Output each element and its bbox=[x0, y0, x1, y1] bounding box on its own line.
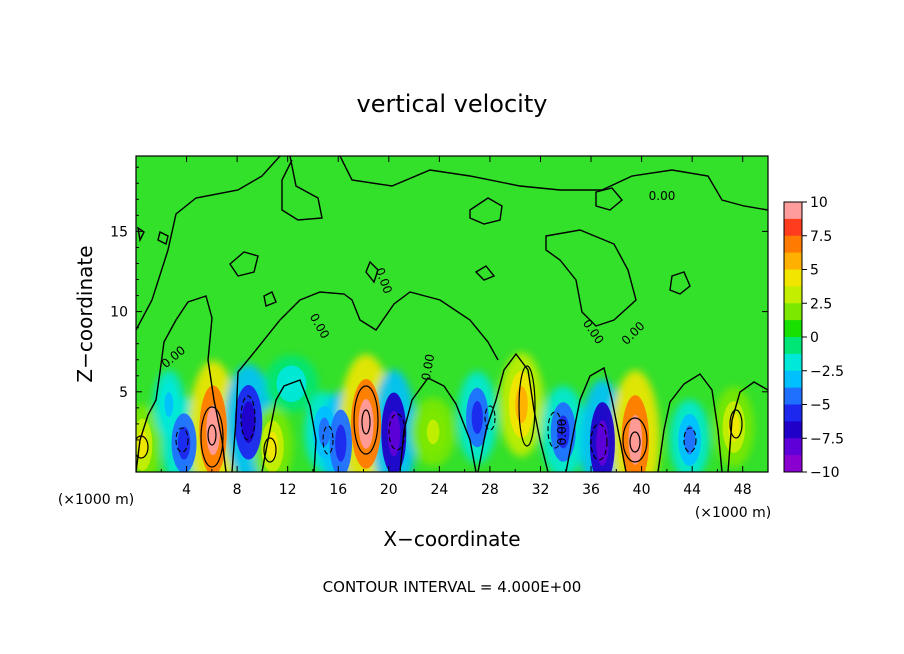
colorbar-swatch bbox=[784, 235, 802, 254]
x-tick-label: 40 bbox=[633, 482, 651, 498]
colorbar-swatch bbox=[784, 438, 802, 456]
y-axis: 5 10 15 bbox=[110, 166, 768, 457]
downdraft-peak bbox=[684, 425, 696, 455]
x-tick-label: 12 bbox=[279, 482, 297, 498]
colorbar-tick-label: 10 bbox=[810, 195, 828, 211]
contour-label: 0.00 bbox=[649, 189, 676, 203]
x-tick-label: 44 bbox=[683, 482, 701, 498]
colorbar-swatch bbox=[784, 303, 802, 321]
updraft-peak bbox=[515, 386, 528, 424]
colorbar-swatch bbox=[784, 252, 802, 270]
x-tick-label: 48 bbox=[734, 482, 752, 498]
downdraft-peak bbox=[164, 392, 174, 417]
x-unit-left: (×1000 m) bbox=[58, 492, 134, 508]
x-tick-label: 4 bbox=[182, 482, 191, 498]
colorbar-ticks: 10 7.5 5 2.5 0 −2.5 −5 −7.5 −10 bbox=[802, 195, 844, 481]
zero-contours bbox=[136, 156, 768, 472]
x-axis-title: X−coordinate bbox=[383, 527, 520, 551]
y-tick-label: 15 bbox=[110, 224, 128, 240]
colorbar-swatch bbox=[784, 353, 802, 372]
contour-interval: CONTOUR INTERVAL = 4.000E+00 bbox=[323, 578, 582, 596]
downdraft-peak bbox=[177, 426, 191, 460]
cell-contours bbox=[136, 365, 743, 468]
x-axis: 4 8 12 16 20 24 28 32 36 40 44 48 bbox=[160, 156, 752, 498]
y-axis-title: Z−coordinate bbox=[73, 245, 97, 382]
updraft-peak bbox=[426, 419, 440, 445]
plot-area bbox=[136, 156, 768, 472]
colorbar-swatch bbox=[784, 337, 802, 355]
colorbar-tick-label: 0 bbox=[810, 330, 819, 346]
updraft-peak bbox=[358, 398, 374, 449]
downdraft-peak bbox=[318, 417, 330, 447]
colorbar bbox=[784, 202, 802, 473]
colorbar-swatch bbox=[784, 269, 802, 287]
colorbar-tick-label: 2.5 bbox=[810, 296, 832, 312]
colorbar-swatch bbox=[784, 218, 802, 237]
colorbar-tick-label: 5 bbox=[810, 263, 819, 279]
colorbar-tick-label: −2.5 bbox=[810, 364, 844, 380]
colorbar-swatch bbox=[784, 286, 802, 304]
colorbar-tick-label: −5 bbox=[810, 398, 831, 414]
colorbar-swatch bbox=[784, 202, 802, 220]
colorbar-tick-label: −7.5 bbox=[810, 431, 844, 447]
x-tick-label: 20 bbox=[380, 482, 398, 498]
x-tick-label: 24 bbox=[430, 482, 448, 498]
colorbar-swatch bbox=[784, 455, 802, 473]
y-tick-label: 10 bbox=[110, 305, 128, 321]
colorbar-tick-label: 7.5 bbox=[810, 229, 832, 245]
colorbar-swatch bbox=[784, 421, 802, 439]
x-tick-label: 16 bbox=[329, 482, 347, 498]
x-tick-label: 36 bbox=[582, 482, 600, 498]
chart-title: vertical velocity bbox=[357, 90, 548, 118]
x-unit-right: (×1000 m) bbox=[695, 505, 771, 521]
downdraft-peak bbox=[556, 415, 570, 449]
downdraft-peak bbox=[335, 424, 347, 462]
contour-label: 0.00 bbox=[419, 353, 437, 382]
downdraft-peak bbox=[241, 401, 256, 443]
colorbar-swatch bbox=[784, 320, 802, 338]
x-tick-label: 8 bbox=[233, 482, 242, 498]
colorbar-swatch bbox=[784, 404, 802, 422]
downdraft-peak bbox=[471, 400, 483, 434]
y-tick-label: 5 bbox=[119, 385, 128, 401]
x-tick-label: 32 bbox=[532, 482, 550, 498]
x-tick-label: 28 bbox=[481, 482, 499, 498]
colorbar-swatch bbox=[784, 387, 802, 405]
plot-frame bbox=[135, 155, 769, 473]
negative-contours bbox=[175, 395, 697, 461]
contour-label: 0.00 bbox=[555, 419, 569, 446]
updraft-peak bbox=[628, 415, 643, 465]
colorbar-tick-label: −10 bbox=[810, 465, 840, 481]
colorbar-swatch bbox=[784, 370, 802, 389]
velocity-cell-cores bbox=[136, 365, 746, 472]
